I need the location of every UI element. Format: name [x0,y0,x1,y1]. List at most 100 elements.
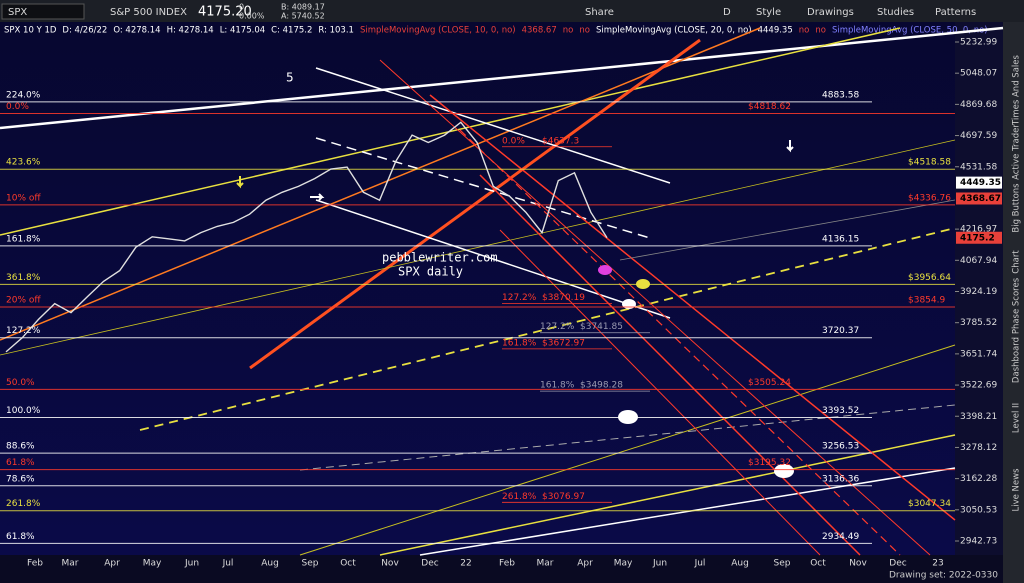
level-pct: 161.8% [502,338,537,348]
toolbar-button[interactable]: Share [585,7,614,18]
price-tick-label: 3924.19 [960,287,997,297]
level-pct: 224.0% [6,90,41,100]
level-pct: 261.8% [502,492,537,502]
channel-line [315,67,671,184]
arrow [236,176,244,189]
level-pct: 78.6% [6,474,35,484]
time-label: Apr [104,559,120,569]
study-header-item: no [815,26,826,36]
price-tick-label: 5232.99 [960,38,997,48]
time-label: Mar [537,559,554,569]
level-price: 2934.49 [822,532,859,542]
level-pct: 20% off [6,295,41,305]
change-pct: 0.00% [239,12,265,21]
trend-line [299,404,956,471]
marker [622,299,636,309]
time-label: Jun [184,559,199,569]
channel-line [315,137,651,239]
trend-line [0,139,956,356]
marker [598,265,612,275]
trend-line [249,38,701,370]
marker [774,464,794,478]
price-tick-label: 3522.69 [960,381,997,391]
side-tab[interactable]: Live News [1012,468,1022,512]
symbol-box[interactable] [1,3,85,20]
time-label: May [614,559,633,569]
study-header-item: L: 4175.04 [220,26,265,36]
side-tab[interactable]: Big Buttons [1012,183,1022,233]
time-label: Nov [849,559,867,569]
side-tab[interactable]: Times And Sales [1012,55,1022,126]
time-label: May [143,559,162,569]
level-pct: 261.8% [6,499,41,509]
channel-line [315,199,671,319]
side-tab[interactable]: Dashboard [1012,337,1022,383]
price-tick-label: 3785.52 [960,318,997,328]
toolbar-button[interactable]: Drawings [807,7,854,18]
time-label: Mar [62,559,79,569]
channel-line [479,174,861,556]
price-tick-label: 4697.59 [960,131,997,141]
time-label: Jul [222,559,234,569]
ask: A: 5740.52 [281,12,325,21]
price-tick-label: 2942.73 [960,537,997,547]
time-label: Jun [652,559,667,569]
study-header-item: 4368.67 [522,26,557,36]
level-pct: 127.2% [540,322,575,332]
level-pct: 127.2% [502,293,537,303]
price-tag-label: 4368.67 [960,194,1001,204]
time-label: Sep [774,559,791,569]
bid: B: 4089.17 [281,3,325,12]
channel-line [619,199,956,261]
drawing-set: Drawing set: 2022-0330 [889,571,998,581]
level-price: $3870.19 [542,293,585,303]
watermark-name: SPX daily [398,265,463,279]
study-header-item: SimpleMovingAvg (CLOSE, 20, 0, no) [596,26,752,36]
level-price: $4518.58 [908,158,951,168]
side-tab[interactable]: Chart [1012,250,1022,274]
trend-line [0,26,1004,130]
study-header-item: C: 4175.2 [271,26,312,36]
level-price: $3956.64 [908,273,951,283]
study-header-item: SimpleMovingAvg (CLOSE, 10, 0, no) [360,26,516,36]
price-tick-label: 4531.58 [960,162,997,172]
price-tag-label: 4175.2 [960,233,995,243]
side-tab[interactable]: Active Trader [1012,124,1022,180]
study-header-item: D: 4/26/22 [62,26,107,36]
time-label: Oct [810,559,826,569]
level-pct: 61.8% [6,532,35,542]
side-tab[interactable]: Level II [1012,403,1022,433]
level-pct: 0.0% [502,136,525,146]
toolbar-button[interactable]: Style [756,7,781,18]
study-header-item: O: 4278.14 [113,26,160,36]
level-price: $3076.97 [542,492,585,502]
arrow [310,193,325,201]
level-price: $3498.28 [580,381,623,391]
time-label: Apr [577,559,593,569]
price-tag [956,231,1002,244]
time-label: Dec [889,559,906,569]
wave-label: 5 [286,71,294,85]
study-header-item: SPX 10 Y 1D [4,26,57,36]
level-price: 3256.53 [822,442,859,452]
plot-area [0,22,955,555]
time-label: Nov [381,559,399,569]
price-tick-label: 3162.28 [960,474,997,484]
toolbar-button[interactable]: Patterns [935,7,976,18]
level-pct: 161.8% [6,234,41,244]
time-label: Feb [499,559,515,569]
time-label: Aug [261,559,279,569]
study-header-item: no [799,26,810,36]
level-price: 4136.15 [822,234,859,244]
toolbar-button[interactable]: D [723,7,731,18]
study-header-item: H: 4278.14 [167,26,214,36]
channel-line [429,94,956,521]
price-tick-label: 4067.94 [960,256,997,266]
level-price: $4637.3 [542,136,579,146]
side-tab[interactable]: Phase Scores [1012,277,1022,334]
symbol: SPX [8,7,27,18]
time-label: Feb [27,559,43,569]
price-tag [956,176,1002,189]
change: 0 [239,3,244,12]
toolbar-button[interactable]: Studies [877,7,914,18]
